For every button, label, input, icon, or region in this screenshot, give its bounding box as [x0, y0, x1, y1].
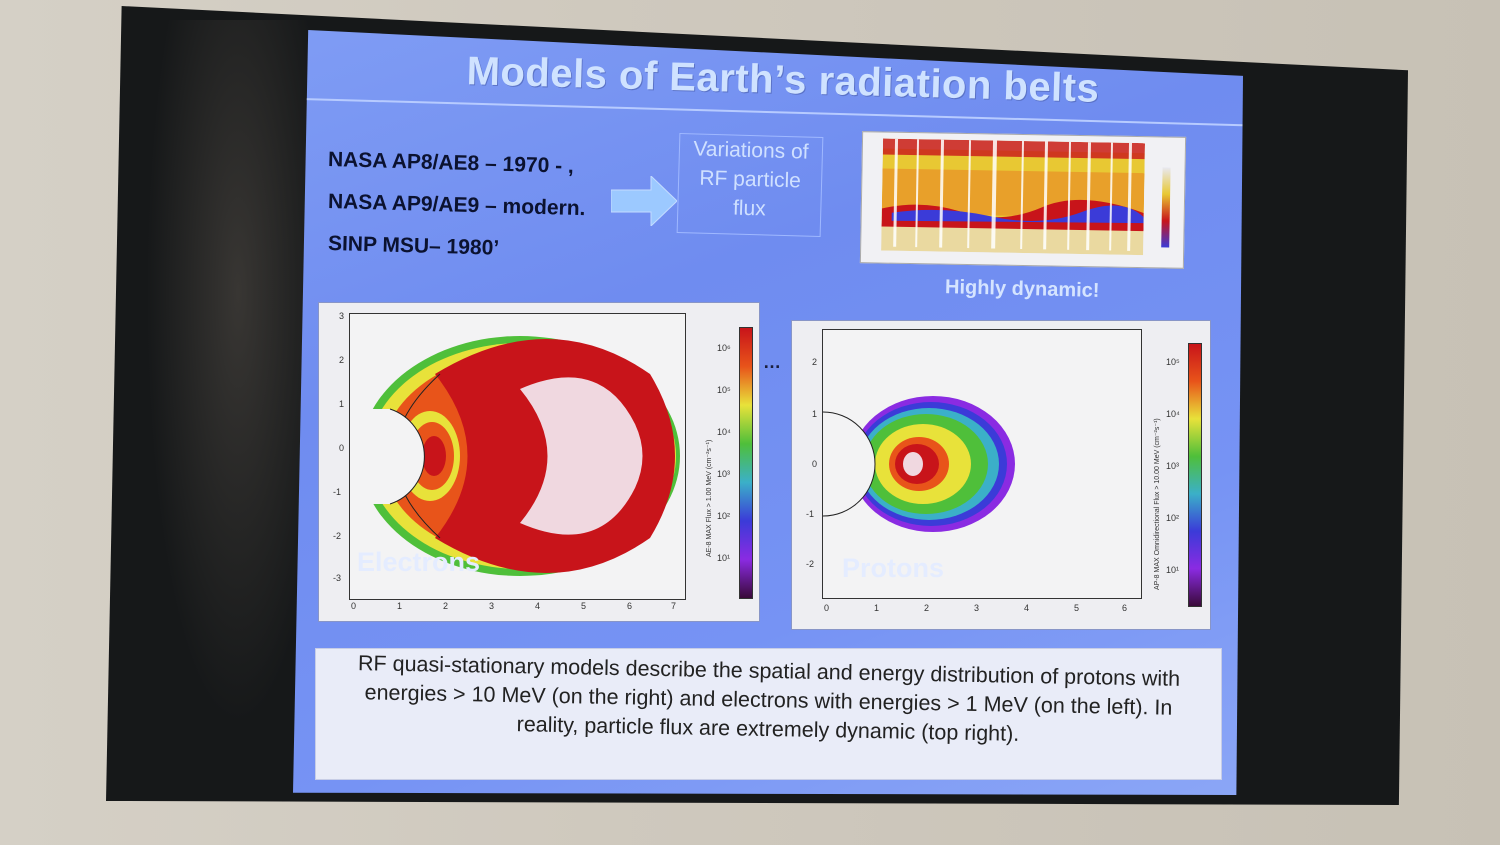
protons-y-tick: 0: [812, 459, 818, 469]
protons-colorbar-tick: 10³: [1166, 461, 1180, 471]
heatmap-colorbar: [1161, 167, 1171, 248]
protons-colorbar-tick: 10²: [1166, 513, 1180, 523]
protons-x-tick: 3: [974, 603, 980, 613]
electrons-y-tick: 0: [339, 443, 345, 453]
model-item: NASA AP9/AE9 – modern.: [327, 190, 586, 221]
protons-colorbar-tick: 10⁵: [1166, 357, 1180, 367]
electrons-y-tick: 2: [339, 355, 345, 365]
electrons-label: Electrons: [357, 547, 481, 577]
model-item: SINP MSU– 1980’: [327, 232, 500, 260]
protons-colorbar-title: AP-8 MAX Omnidirectional Flux > 10.00 Me…: [1154, 418, 1161, 590]
electrons-colorbar-title: AE-8 MAX Flux > 1.00 MeV (cm⁻²s⁻¹): [706, 439, 713, 557]
model-list: NASA AP8/AE8 – 1970 - , NASA AP9/AE9 – m…: [328, 148, 586, 274]
highly-dynamic-label: Highly dynamic!: [944, 276, 1100, 302]
protons-panel: Protons 0 1 2 3 4 5 6 2 1 0 -1 -2 10⁵ 10…: [791, 320, 1211, 630]
protons-plot-area: [822, 329, 1142, 599]
protons-y-tick: 1: [812, 409, 818, 419]
heatmap-plot-area: [881, 138, 1146, 256]
electrons-colorbar-tick: 10⁵: [717, 385, 731, 395]
electrons-x-tick: 1: [397, 601, 403, 611]
electrons-x-tick: 0: [351, 601, 357, 611]
protons-x-tick: 4: [1024, 603, 1030, 613]
caption-box: RF quasi-stationary models describe the …: [315, 648, 1222, 780]
protons-belt-graphic: [823, 396, 1015, 532]
electrons-colorbar-tick: 10³: [717, 469, 731, 479]
electrons-x-tick: 4: [535, 601, 541, 611]
electrons-x-tick: 7: [671, 601, 677, 611]
variations-line: flux: [732, 196, 767, 221]
protons-x-tick: 6: [1122, 603, 1128, 613]
electrons-y-tick: -1: [333, 487, 342, 497]
protons-x-tick: 0: [824, 603, 830, 613]
caption-text: RF quasi-stationary models describe the …: [357, 651, 1181, 746]
electrons-colorbar: [739, 327, 753, 599]
variations-line: Variations of: [693, 137, 809, 164]
electrons-colorbar-tick: 10¹: [717, 553, 731, 563]
ellipsis: …: [763, 352, 781, 372]
electrons-panel: Electrons 0 1 2 3 4 5 6 7 3 2 1 0 -1 -2 …: [318, 302, 760, 622]
protons-colorbar-tick: 10⁴: [1166, 409, 1180, 419]
electrons-colorbar-tick: 10²: [717, 511, 731, 521]
protons-x-tick: 2: [924, 603, 930, 613]
variations-box: Variations of RF particle flux: [676, 133, 824, 237]
electrons-belt-graphic: [350, 336, 680, 576]
electrons-y-tick: -2: [333, 531, 342, 541]
protons-x-tick: 1: [874, 603, 880, 613]
electrons-x-tick: 5: [581, 601, 587, 611]
protons-colorbar: [1188, 343, 1202, 607]
electrons-y-tick: 3: [339, 311, 345, 321]
protons-y-tick: -1: [806, 509, 815, 519]
electrons-colorbar-tick: 10⁴: [717, 427, 731, 437]
electrons-y-tick: 1: [339, 399, 345, 409]
electrons-plot-area: [349, 313, 686, 600]
electrons-colorbar-tick: 10⁶: [717, 343, 731, 353]
protons-x-tick: 5: [1074, 603, 1080, 613]
variations-line: RF particle: [699, 166, 802, 193]
slide-screen: Models of Earth’s radiation belts NASA A…: [293, 30, 1243, 795]
protons-colorbar-tick: 10¹: [1166, 565, 1180, 575]
electrons-x-tick: 6: [627, 601, 633, 611]
protons-label: Protons: [842, 553, 945, 583]
protons-y-tick: 2: [812, 357, 818, 367]
model-item: NASA AP8/AE8 – 1970 - ,: [327, 148, 575, 178]
heatmap-graphic: [881, 138, 1146, 256]
electrons-x-tick: 2: [443, 601, 449, 611]
bezel-reflection: [130, 20, 310, 800]
flux-variation-heatmap: [859, 131, 1187, 269]
electrons-x-tick: 3: [489, 601, 495, 611]
right-arrow-icon: [611, 176, 677, 226]
electrons-y-tick: -3: [333, 573, 342, 583]
protons-y-tick: -2: [806, 559, 815, 569]
